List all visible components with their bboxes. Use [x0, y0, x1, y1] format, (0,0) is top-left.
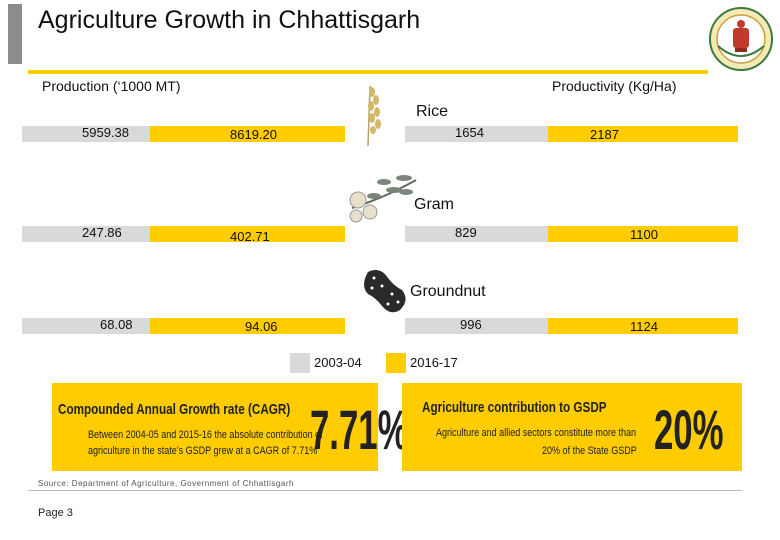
cagr-text-line2: agriculture in the state’s GSDP grew at … [88, 445, 318, 457]
production-bar-2016-17-gram [150, 226, 345, 242]
gsdp-banner: Agriculture contribution to GSDP Agricul… [402, 383, 742, 471]
page-title: Agriculture Growth in Chhattisgarh [38, 6, 421, 34]
production-bar-2003-04-gram [22, 226, 172, 242]
cagr-banner: Compounded Annual Growth rate (CAGR) Bet… [52, 383, 408, 471]
source-note: Source: Department of Agriculture, Gover… [38, 479, 294, 488]
production-bar-2016-17-rice [150, 126, 345, 142]
groundnut-icon [364, 270, 406, 313]
productivity-bar-2016-17-gram [548, 226, 738, 242]
productivity-bar-2003-04-gram [405, 226, 553, 242]
production-label-2003-04-groundnut: 68.08 [100, 317, 133, 332]
productivity-label-2016-17-groundnut: 1124 [630, 319, 658, 334]
gsdp-text-line1: Agriculture and allied sectors constitut… [436, 427, 637, 439]
productivity-bar-2003-04-groundnut [405, 318, 553, 334]
productivity-label-2016-17-rice: 2187 [590, 127, 619, 142]
footer-divider [28, 490, 742, 491]
production-bar-2016-17-groundnut [150, 318, 345, 334]
production-label-2003-04-rice: 5959.38 [82, 125, 129, 140]
crop-label-gram: Gram [414, 196, 454, 213]
cagr-value: 7.71% [310, 398, 409, 461]
productivity-heading: Productivity (Kg/Ha) [552, 78, 677, 94]
page-number: Page 3 [38, 507, 73, 519]
production-heading: Production (‘1000 MT) [42, 78, 181, 94]
gsdp-text-line2: 20% of the State GSDP [542, 445, 637, 457]
rice-icon [367, 85, 381, 147]
crop-label-rice: Rice [416, 103, 449, 120]
gsdp-heading: Agriculture contribution to GSDP [422, 399, 607, 416]
production-label-2016-17-groundnut: 94.06 [245, 319, 278, 334]
production-label-2016-17-gram: 402.71 [230, 229, 270, 244]
crop-label-groundnut: Groundnut [410, 283, 486, 300]
productivity-label-2016-17-gram: 1100 [630, 227, 658, 242]
cagr-text-line1: Between 2004-05 and 2015-16 the absolute… [88, 429, 323, 441]
production-bar-2003-04-rice [22, 126, 172, 142]
title-accent-bar [8, 4, 22, 64]
productivity-label-2003-04-rice: 1654 [455, 125, 484, 140]
title-underline [28, 70, 708, 74]
cagr-heading: Compounded Annual Growth rate (CAGR) [58, 401, 291, 418]
productivity-bar-2016-17-groundnut [548, 318, 738, 334]
production-label-2016-17-rice: 8619.20 [230, 127, 277, 142]
gram-icon [349, 175, 417, 223]
legend-label-2016-17: 2016-17 [410, 355, 458, 370]
productivity-label-2003-04-groundnut: 996 [460, 317, 482, 332]
production-label-2003-04-gram: 247.86 [82, 225, 122, 240]
legend-label-2003-04: 2003-04 [314, 355, 362, 370]
legend-swatch-2016-17 [386, 353, 406, 373]
production-bar-2003-04-groundnut [22, 318, 172, 334]
productivity-label-2003-04-gram: 829 [455, 225, 477, 240]
legend-swatch-2003-04 [290, 353, 310, 373]
productivity-bar-2016-17-rice [548, 126, 738, 142]
productivity-bar-2003-04-rice [405, 126, 553, 142]
government-emblem-icon [709, 7, 773, 71]
gsdp-value: 20% [654, 398, 724, 461]
